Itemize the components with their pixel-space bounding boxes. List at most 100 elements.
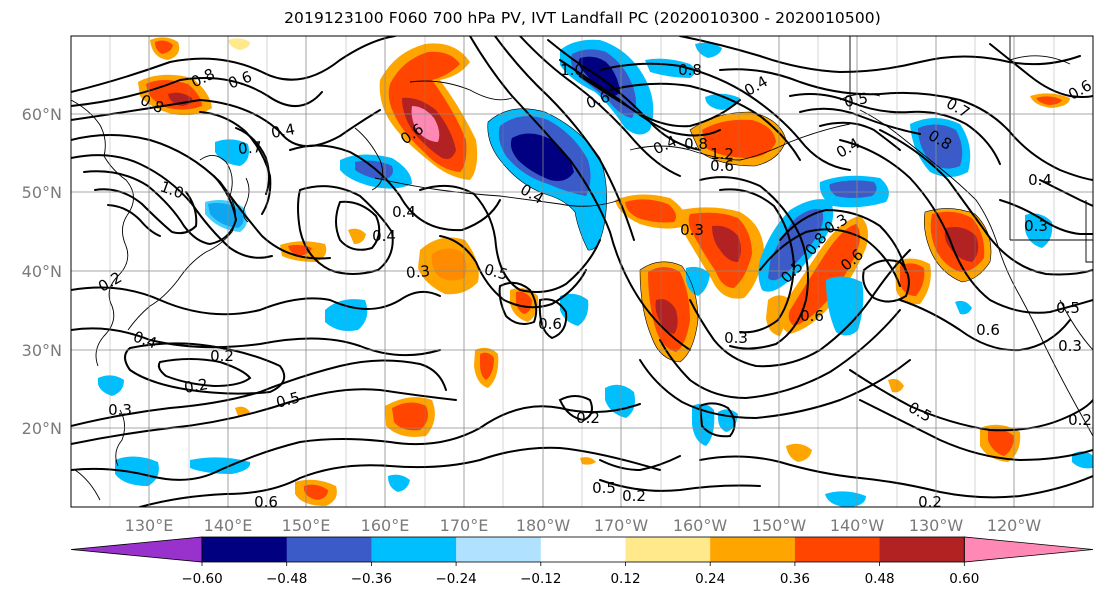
colorbar-tick-label: 0.36 <box>780 571 810 587</box>
contour-label: 0.8 <box>684 135 708 153</box>
contour-label: 0.7 <box>237 138 262 158</box>
contour-label: 0.3 <box>108 401 132 419</box>
contour-label: 0.5 <box>274 388 302 412</box>
patch-outline <box>924 208 992 283</box>
contour-line <box>519 36 681 177</box>
contour-label: 0.3 <box>724 329 748 347</box>
coastline <box>1009 55 1071 65</box>
coastline <box>1059 299 1093 351</box>
anomaly-patch <box>190 457 251 474</box>
coastline <box>115 409 125 467</box>
anomaly-patch <box>944 227 979 262</box>
longitude-labels: 130°E 140°E 150°E 160°E 170°E 180°W 170°W 160°W… <box>125 516 1042 535</box>
svg-text:0.2: 0.2 <box>1068 411 1092 429</box>
contour-line <box>547 39 701 151</box>
coastline <box>74 469 101 501</box>
contour-label: 0.3 <box>1024 217 1048 235</box>
contour-label: 0.2 <box>183 375 210 397</box>
contour-line <box>579 75 741 128</box>
longitude-label: 170°W <box>594 516 649 535</box>
contour-line <box>609 82 801 161</box>
colorbar-extend-high <box>963 536 1094 563</box>
colorbar-extend-low <box>70 536 203 563</box>
contour-line <box>494 36 635 241</box>
latitude-label: 50°N <box>22 183 62 202</box>
svg-text:0.2: 0.2 <box>576 409 600 427</box>
contour-line <box>71 77 323 108</box>
svg-text:0.2: 0.2 <box>183 375 210 397</box>
anomaly-patch <box>605 384 635 418</box>
contour-line <box>899 299 1071 352</box>
anomaly-patch <box>955 300 972 315</box>
coastline <box>243 177 250 223</box>
contour-line <box>71 286 441 316</box>
svg-text:0.2: 0.2 <box>918 493 942 511</box>
contour-line <box>779 208 907 273</box>
anomaly-patch <box>348 228 366 244</box>
contour-line <box>719 68 1093 181</box>
contour-line <box>558 395 593 422</box>
contour-label: 0.3 <box>405 262 430 282</box>
svg-text:0.4: 0.4 <box>372 227 396 245</box>
svg-text:0.3: 0.3 <box>680 221 704 239</box>
svg-text:0.4: 0.4 <box>392 203 416 221</box>
coastline <box>354 127 384 191</box>
contour-label: 1.2 <box>710 145 734 163</box>
anomaly-patch <box>768 209 824 281</box>
longitude-label: 140°E <box>204 516 253 535</box>
latitude-label: 40°N <box>22 262 62 281</box>
longitude-label: 150°E <box>282 516 331 535</box>
svg-text:0.2: 0.2 <box>210 347 234 365</box>
contour-label: 0.3 <box>1058 337 1082 355</box>
contour-label: 0.5 <box>592 479 616 497</box>
contour-line <box>139 446 661 507</box>
contour-line <box>599 455 681 472</box>
contour-line <box>689 249 911 368</box>
contour-line <box>679 36 1081 74</box>
svg-text:0.6: 0.6 <box>538 315 562 333</box>
anomaly-patch <box>825 491 866 507</box>
coastline <box>859 109 1093 437</box>
contour-line <box>839 139 1093 314</box>
anomaly-patch <box>786 443 812 462</box>
coastline <box>71 99 134 367</box>
pv-contours <box>71 36 1093 507</box>
contour-line <box>71 36 396 93</box>
svg-text:0.3: 0.3 <box>405 262 430 282</box>
colorbar-segment <box>202 537 288 562</box>
contour-label: 0.6 <box>710 157 734 175</box>
anomaly-patch <box>516 291 532 314</box>
contour-line <box>157 358 252 388</box>
svg-text:0.3: 0.3 <box>108 401 132 419</box>
longitude-label: 150°W <box>752 516 807 535</box>
patch-outline <box>639 261 699 363</box>
longitude-label: 180°W <box>516 516 571 535</box>
latitude-label: 20°N <box>22 419 62 438</box>
svg-text:0.3: 0.3 <box>1058 337 1082 355</box>
anomaly-patch <box>228 38 250 50</box>
anomaly-patch <box>888 378 904 393</box>
contour-line <box>789 93 1001 165</box>
contour-label: 0.8 <box>678 61 702 79</box>
contour-label: 0.4 <box>392 203 416 221</box>
anomaly-patch <box>692 403 715 446</box>
svg-text:0.5: 0.5 <box>592 479 616 497</box>
colorbar-segment <box>286 537 372 562</box>
svg-text:0.2: 0.2 <box>622 487 646 505</box>
anomaly-patch <box>115 456 159 486</box>
svg-text:0.6: 0.6 <box>800 307 824 325</box>
contour-line <box>94 188 198 235</box>
contour-line <box>107 204 161 237</box>
svg-text:0.3: 0.3 <box>724 329 748 347</box>
colorbar-tick-label: 0.48 <box>865 571 895 587</box>
anomaly-patch <box>625 199 676 223</box>
contour-line <box>699 176 809 350</box>
contour-line <box>599 479 761 492</box>
longitude-label: 160°E <box>361 516 410 535</box>
colorbar-segment <box>371 537 457 562</box>
colorbar-segment <box>879 537 965 562</box>
latitude-labels: 60°N 50°N 40°N 30°N 20°N <box>22 105 62 438</box>
anomaly-patch <box>918 124 963 169</box>
longitude-label: 170°E <box>440 516 489 535</box>
